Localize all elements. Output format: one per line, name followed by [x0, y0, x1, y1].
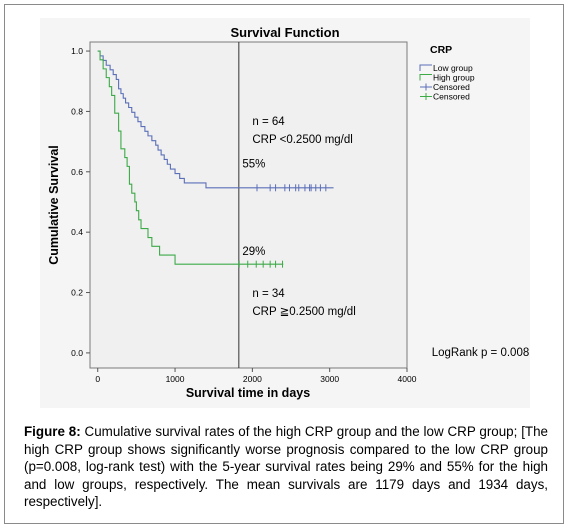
- y-tick-label: 0.6: [71, 167, 83, 177]
- x-tick-label: 0: [95, 374, 100, 384]
- caption-text: Cumulative survival rates of the high CR…: [24, 424, 548, 509]
- x-tick-label: 2000: [243, 374, 262, 384]
- plot-area: [89, 41, 408, 369]
- series-line-low-group: [97, 50, 334, 189]
- annotation-text: n = 34: [252, 288, 285, 300]
- annotation-text: CRP ≧0.2500 mg/dl: [252, 306, 355, 318]
- survival-chart: Survival Function Survival time in days …: [47, 25, 530, 400]
- annotations: n = 64 CRP <0.2500 mg/dl 55% 29% n = 34 CRP ≧…: [242, 116, 529, 359]
- annotation-text: n = 64: [252, 116, 285, 128]
- y-tick-label: 0.4: [71, 227, 83, 237]
- x-axis-label: Survival time in days: [186, 386, 310, 400]
- x-tick-label: 3000: [320, 374, 339, 384]
- annotation-text: 29%: [242, 246, 265, 258]
- series-line-high-group: [97, 50, 284, 265]
- legend-label: Low group: [433, 63, 473, 73]
- legend-label: High group: [433, 73, 475, 83]
- annotation-text: 55%: [242, 158, 265, 170]
- legend-swatch-step: [419, 74, 432, 81]
- axes: 0 1000 2000 3000 4000 0.0 0.2 0.4 0.6 0.8 1.0: [71, 46, 417, 384]
- caption-label: Figure 8:: [24, 424, 81, 439]
- chart-title: Survival Function: [230, 25, 339, 40]
- y-axis-label: Cumulative Survival: [47, 145, 61, 265]
- annotation-text: LogRank p = 0.008: [432, 347, 530, 359]
- series-layer: [97, 50, 334, 268]
- y-tick-label: 0.8: [71, 106, 83, 116]
- figure-frame: [4, 4, 564, 524]
- legend-swatch-step: [419, 64, 432, 71]
- x-tick-label: 4000: [398, 374, 417, 384]
- legend-label: Censored: [433, 82, 470, 92]
- y-tick-label: 0.0: [71, 348, 83, 358]
- figure-caption: Figure 8: Cumulative survival rates of t…: [24, 423, 548, 511]
- annotation-text: CRP <0.2500 mg/dl: [252, 134, 352, 146]
- x-tick-label: 1000: [166, 374, 185, 384]
- y-tick-label: 1.0: [71, 46, 83, 56]
- legend-title: CRP: [430, 44, 452, 56]
- y-tick-label: 0.2: [71, 288, 83, 298]
- legend-label: Censored: [433, 92, 470, 102]
